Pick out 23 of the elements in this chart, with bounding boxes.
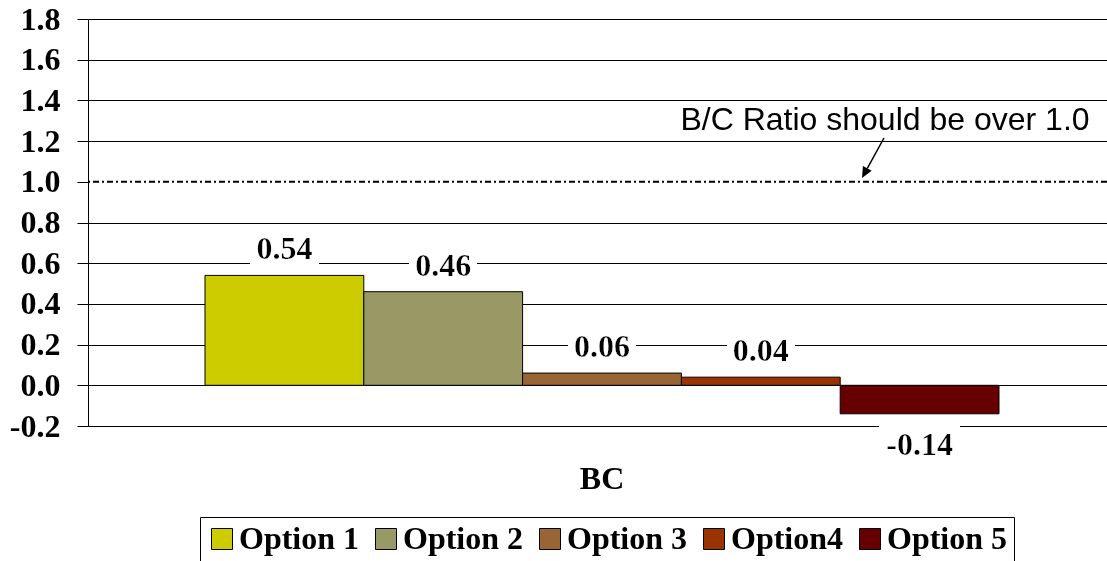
y-tick-label: 1.8 xyxy=(20,0,61,37)
data-label: 0.04 xyxy=(732,332,789,369)
data-label: -0.14 xyxy=(886,425,953,462)
x-tick-label: BC xyxy=(579,459,625,496)
legend-label: Option 2 xyxy=(403,520,524,556)
y-tick-label: -0.2 xyxy=(9,407,61,444)
y-tick-label: 1.4 xyxy=(20,81,61,118)
ref-line-label: B/C Ratio should be over 1.0 xyxy=(680,100,1090,137)
data-label: 0.54 xyxy=(256,230,313,267)
y-tick-label: 1.0 xyxy=(20,163,61,200)
data-label: 0.06 xyxy=(574,328,630,365)
y-tick-label: 1.2 xyxy=(20,122,61,159)
y-tick-label: 0.8 xyxy=(20,204,61,240)
y-tick-label: 1.6 xyxy=(20,41,61,78)
y-tick-label: 0.0 xyxy=(20,366,61,403)
y-tick-label: 0.4 xyxy=(20,285,61,322)
legend-label: Option4 xyxy=(731,520,844,556)
y-tick-label: 0.2 xyxy=(20,326,61,363)
legend-label: Option 3 xyxy=(567,520,688,556)
y-tick-label: 0.6 xyxy=(20,244,61,281)
data-label: 0.46 xyxy=(415,246,472,283)
legend-label: Option 1 xyxy=(239,520,360,556)
legend-label: Option 5 xyxy=(887,520,1008,556)
